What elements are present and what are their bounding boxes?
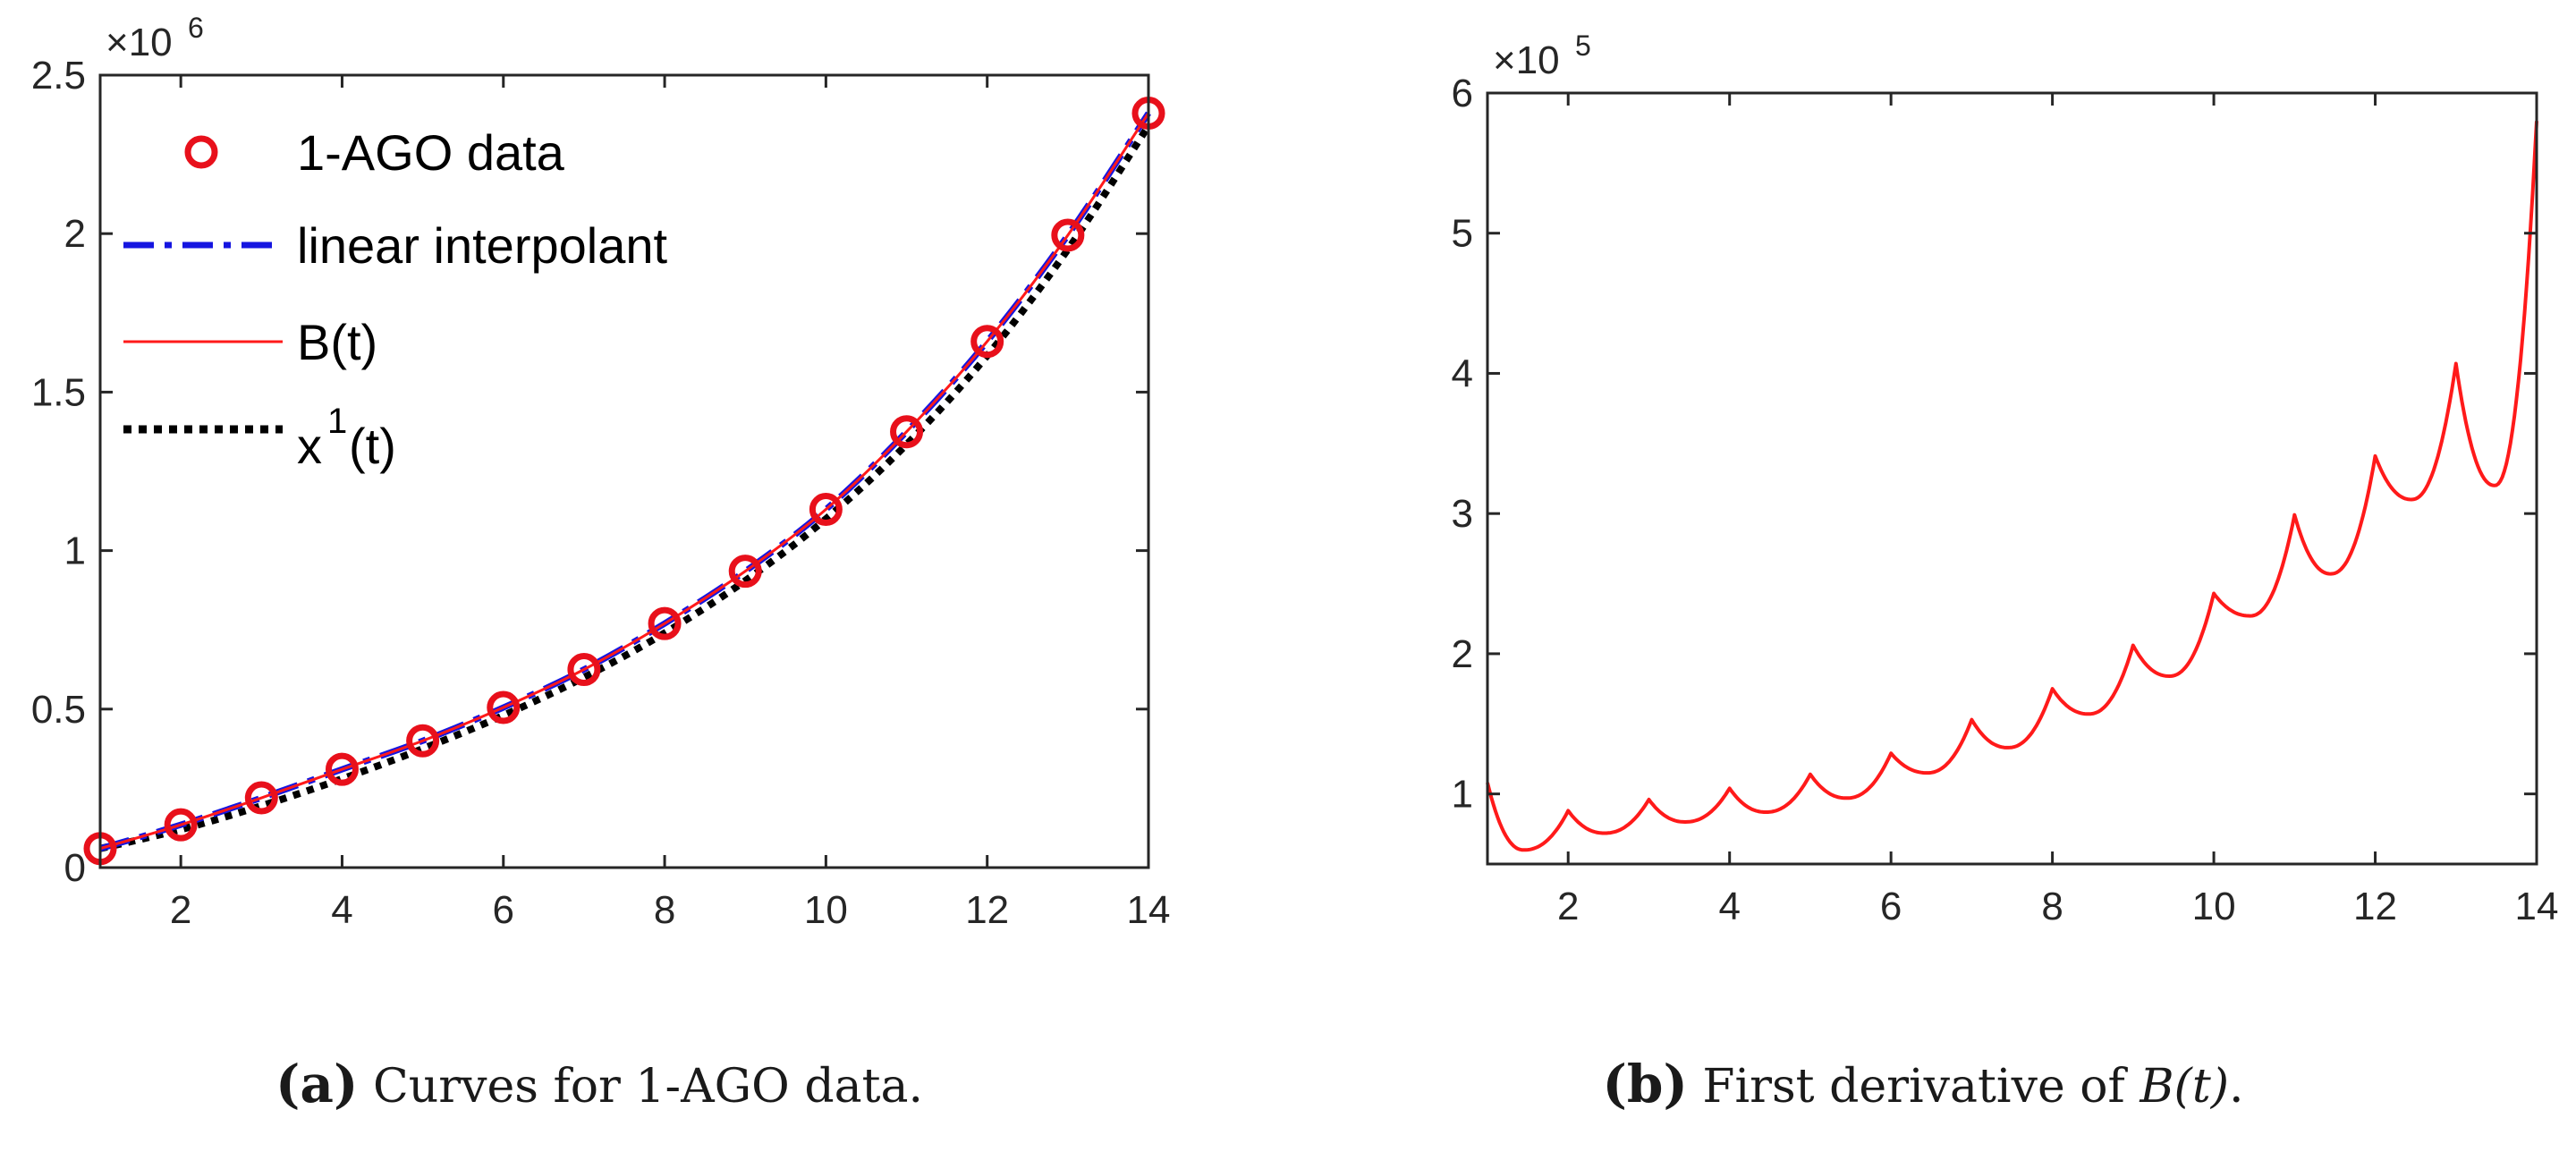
data-point-1-ago	[567, 653, 601, 686]
x-tick-label: 8	[654, 888, 675, 932]
caption-a: (a) Curves for 1-AGO data.	[275, 1054, 923, 1114]
data-point-1-ago	[164, 808, 198, 842]
x-tick-label: 8	[2041, 885, 2063, 928]
x-tick-label: 10	[804, 888, 848, 932]
x-tick-label: 2	[1557, 885, 1579, 928]
data-point-1-ago	[648, 606, 682, 640]
legend-label-linear-interpolant: linear interpolant	[297, 217, 667, 274]
y-exponent-power: 5	[1575, 30, 1591, 62]
data-point-1-ago	[970, 325, 1004, 359]
panel-b-series-group	[1486, 121, 2538, 852]
caption-a-text: Curves for 1-AGO data.	[372, 1060, 924, 1114]
panel-a-axes: 2 4 6 8 10 12 14 0 0.5 1 1.5 2 2.5 ×10 6	[31, 12, 1171, 932]
series-line-solid	[99, 112, 1150, 851]
y-tick-label: 1	[64, 529, 86, 573]
axes-box	[1486, 91, 2538, 866]
x-tick-label: 12	[965, 888, 1009, 932]
y-exponent-power: 6	[188, 12, 204, 44]
data-point-1-ago	[1051, 218, 1085, 252]
data-point-1-ago	[890, 415, 924, 449]
x-tick-label: 2	[170, 888, 191, 932]
y-tick-label: 6	[1452, 72, 1473, 115]
legend-label-b-t: B(t)	[297, 314, 377, 370]
panel-a-legend: 1-AGO data linear interpolant B(t) x 1 (t)	[123, 124, 667, 474]
x-tick-label: 14	[2515, 885, 2559, 928]
data-point-1-ago	[325, 752, 359, 786]
x-tick-label: 4	[1718, 885, 1740, 928]
y-tick-label: 0	[64, 846, 86, 890]
y-tick-label: 3	[1452, 492, 1473, 536]
y-tick-label: 0.5	[31, 688, 86, 732]
caption-b-label: (b)	[1602, 1054, 1688, 1114]
x-tick-label: 10	[2192, 885, 2236, 928]
panel-a-chart: 2 4 6 8 10 12 14 0 0.5 1 1.5 2 2.5 ×10 6 1-AGO data lin…	[31, 12, 1171, 932]
legend-label-x1-tail: (t)	[349, 418, 396, 474]
data-point-1-ago	[487, 690, 521, 724]
caption-b-text: First derivative of	[1702, 1060, 2140, 1114]
legend-label-x1-base: x	[297, 418, 322, 474]
x-tick-label: 6	[1880, 885, 1902, 928]
x-tick-label: 14	[1127, 888, 1171, 932]
y-exponent-base: ×10	[1493, 38, 1560, 82]
legend-marker-1-ago	[184, 135, 218, 169]
derivative-curve	[1486, 121, 2538, 852]
legend-label-1-ago: 1-AGO data	[297, 124, 565, 181]
series-line-dotted	[99, 123, 1152, 852]
x-tick-label: 12	[2353, 885, 2397, 928]
legend-label-x1-sup: 1	[327, 402, 347, 441]
x-tick-label: 4	[331, 888, 352, 932]
caption-b-end: .	[2229, 1060, 2244, 1114]
y-tick-label: 2.5	[31, 54, 86, 97]
caption-b: (b) First derivative of B(t).	[1602, 1054, 2243, 1114]
y-tick-label: 2	[64, 212, 86, 256]
data-point-1-ago	[809, 493, 843, 527]
axes-box	[98, 73, 1150, 869]
data-point-1-ago	[406, 724, 440, 758]
y-tick-label: 1.5	[31, 370, 86, 414]
y-exponent-base: ×10	[106, 21, 173, 64]
panel-a-series-group	[83, 97, 1165, 866]
caption-a-label: (a)	[275, 1054, 359, 1114]
data-point-1-ago	[244, 781, 278, 815]
x-tick-label: 6	[493, 888, 514, 932]
y-tick-label: 4	[1452, 352, 1473, 395]
y-tick-label: 1	[1452, 773, 1473, 817]
y-tick-label: 5	[1452, 212, 1473, 256]
data-point-1-ago	[728, 555, 762, 589]
caption-b-math: B(t)	[2140, 1060, 2230, 1114]
y-tick-label: 2	[1452, 632, 1473, 676]
